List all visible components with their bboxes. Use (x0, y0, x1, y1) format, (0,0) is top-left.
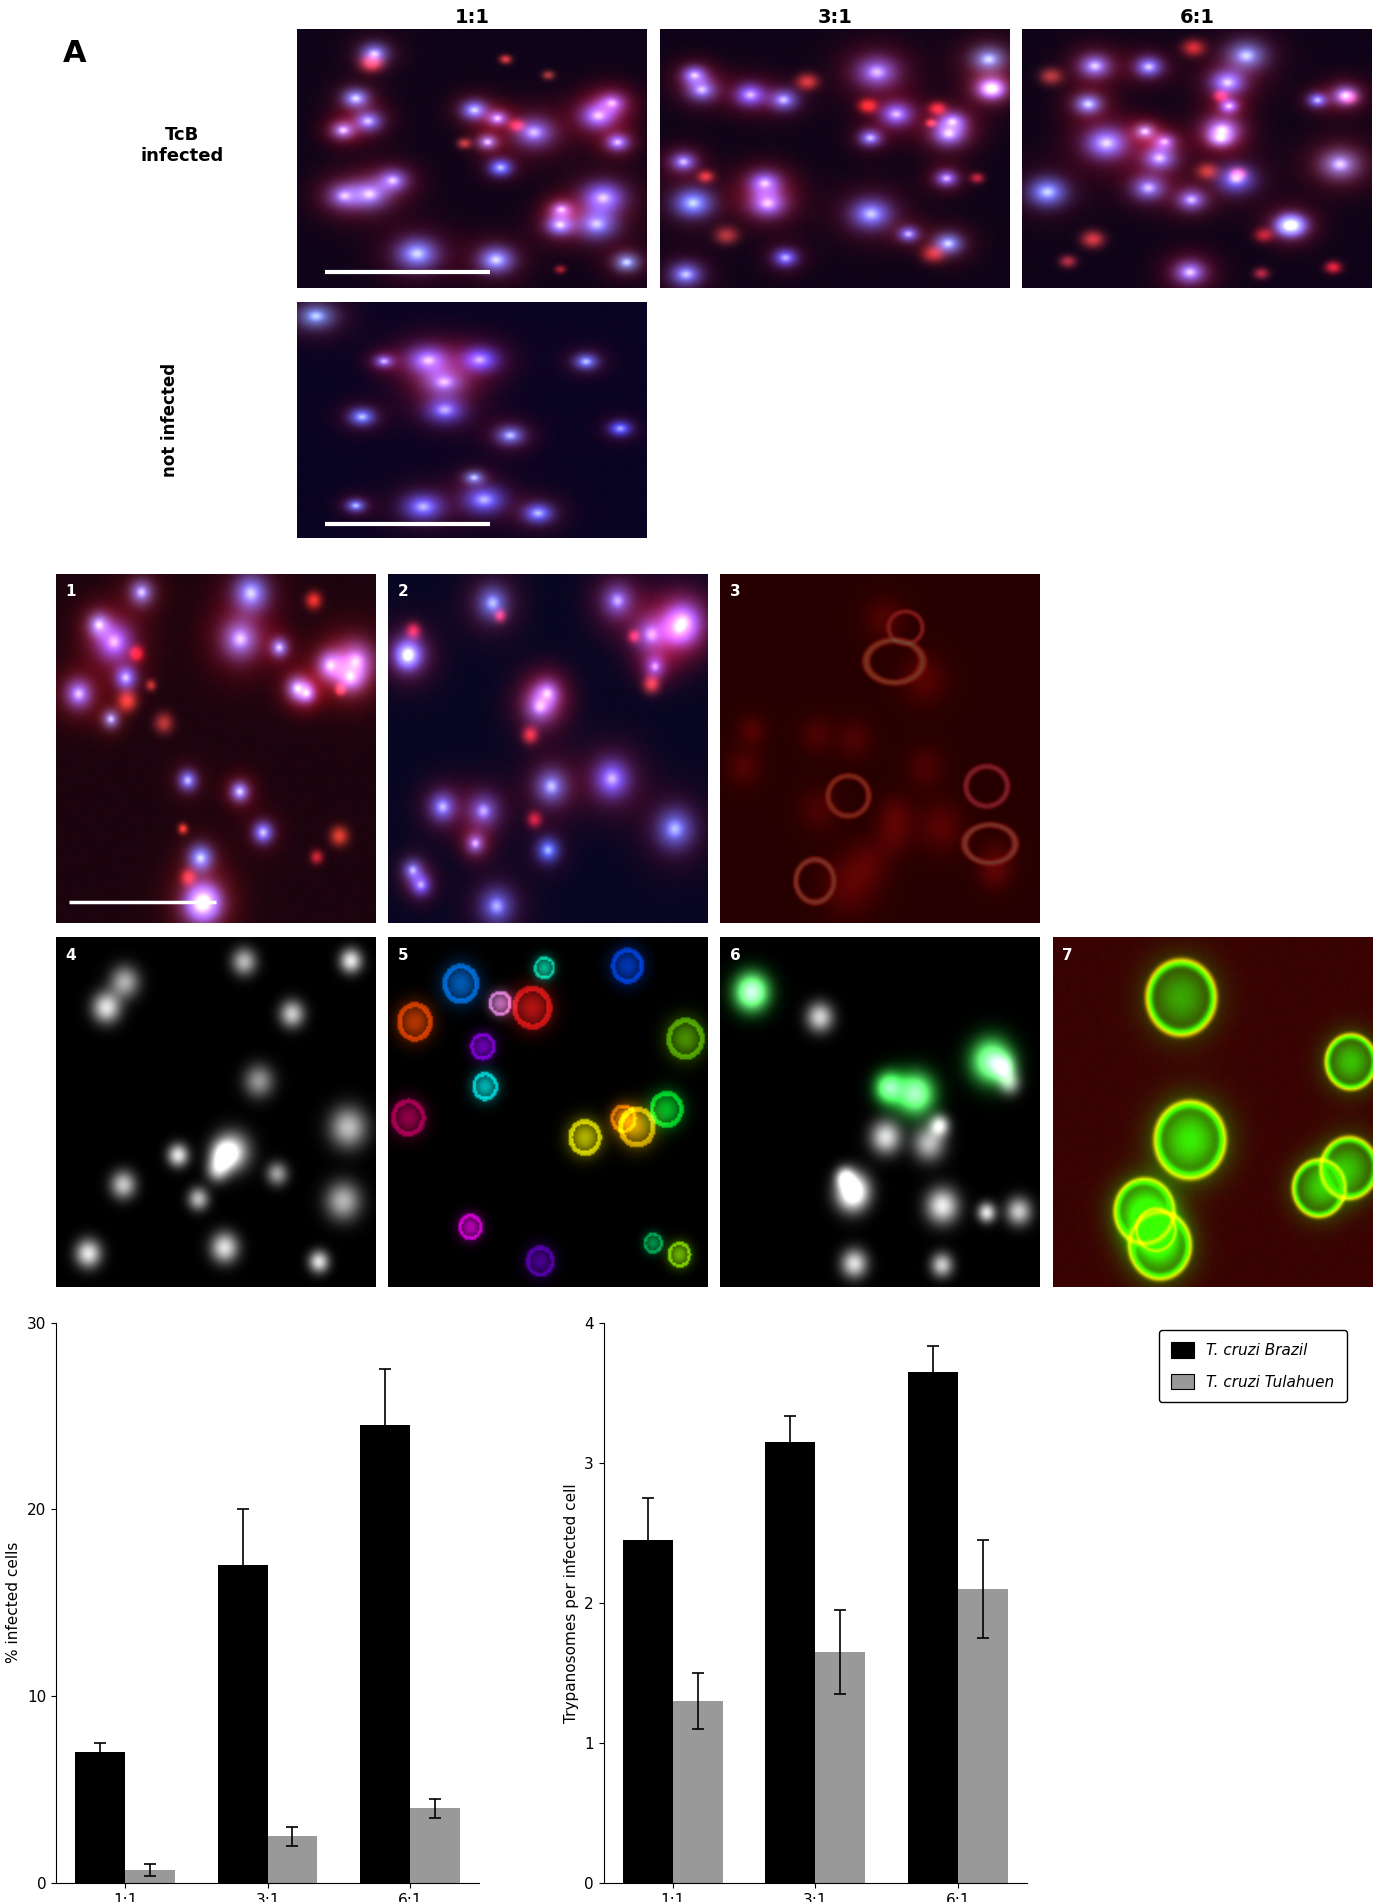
Text: B: B (63, 580, 85, 611)
Bar (815, 1651, 865, 1883)
Text: TcB
infected: TcB infected (140, 126, 224, 164)
Title: 6:1: 6:1 (1180, 8, 1215, 27)
Y-axis label: % infected cells: % infected cells (7, 1543, 21, 1664)
Bar (125, 1870, 175, 1883)
Legend: T. cruzi Brazil, T. cruzi Tulahuen: T. cruzi Brazil, T. cruzi Tulahuen (1159, 1329, 1347, 1402)
Bar (76, 1752, 125, 1883)
Bar (766, 1442, 815, 1883)
Bar (623, 1541, 673, 1883)
Text: 6: 6 (729, 947, 741, 962)
Title: 3:1: 3:1 (818, 8, 853, 27)
Text: 5: 5 (398, 947, 409, 962)
Bar (907, 1371, 958, 1883)
Title: 1:1: 1:1 (455, 8, 490, 27)
Bar (267, 1835, 318, 1883)
Text: not infected: not infected (161, 363, 179, 477)
Text: C: C (63, 1328, 85, 1358)
Bar (673, 1700, 722, 1883)
Text: 2: 2 (398, 584, 409, 599)
Text: 3: 3 (729, 584, 741, 599)
Bar (958, 1588, 1008, 1883)
Text: 1: 1 (66, 584, 76, 599)
Bar (360, 1425, 410, 1883)
Text: A: A (63, 38, 87, 68)
Text: 7: 7 (1063, 947, 1072, 962)
Y-axis label: Trypanosomes per infected cell: Trypanosomes per infected cell (564, 1484, 578, 1723)
Bar (410, 1809, 459, 1883)
Text: 4: 4 (66, 947, 76, 962)
Bar (218, 1565, 267, 1883)
